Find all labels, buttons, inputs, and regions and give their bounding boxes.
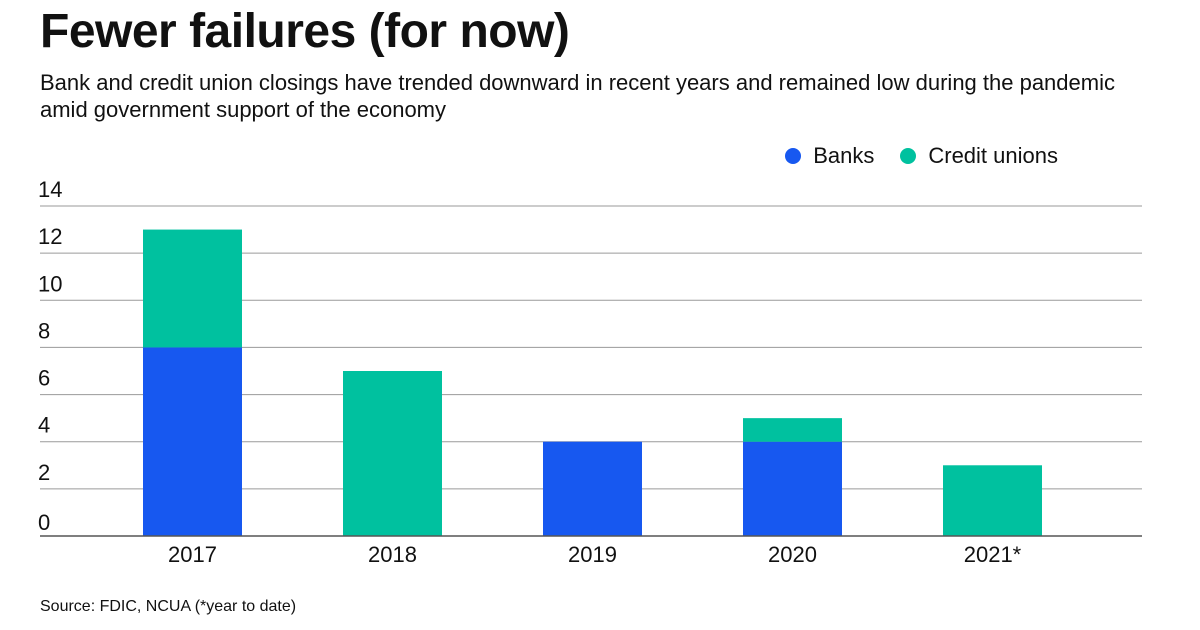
chart-subtitle: Bank and credit union closings have tren… — [40, 70, 1115, 122]
bar-credit-unions-1 — [343, 371, 442, 536]
chart-title: Fewer failures (for now) — [40, 5, 570, 58]
bar-banks-0 — [143, 347, 242, 536]
x-tick-label: 2018 — [368, 542, 417, 567]
legend-swatch-credit-unions — [900, 148, 917, 164]
x-tick-label: 2017 — [168, 542, 217, 567]
legend-item-banks: Banks — [785, 143, 874, 169]
bar-credit-unions-0 — [143, 229, 242, 348]
bar-banks-3 — [743, 441, 842, 536]
source-note: Source: FDIC, NCUA (*year to date) — [40, 598, 297, 615]
y-tick-label: 0 — [38, 510, 50, 535]
y-tick-label: 12 — [38, 224, 62, 249]
x-tick-label: 2019 — [568, 542, 617, 567]
x-tick-label: 2020 — [768, 542, 817, 567]
legend-item-credit-unions: Credit unions — [900, 143, 1058, 169]
y-tick-label: 2 — [38, 460, 50, 485]
legend-swatch-banks — [785, 148, 802, 164]
legend-label-banks: Banks — [813, 143, 875, 168]
legend-label-credit-unions: Credit unions — [928, 143, 1058, 168]
y-tick-label: 8 — [38, 318, 50, 343]
bar-credit-unions-3 — [743, 418, 842, 442]
chart-legend: Banks Credit unions — [759, 143, 1058, 169]
x-tick-label: 2021* — [964, 542, 1022, 567]
y-tick-label: 10 — [38, 271, 62, 296]
y-tick-label: 14 — [38, 177, 62, 202]
y-tick-label: 4 — [38, 413, 50, 438]
bar-banks-2 — [543, 441, 642, 536]
y-tick-label: 6 — [38, 366, 50, 391]
bar-credit-unions-4 — [943, 465, 1042, 536]
